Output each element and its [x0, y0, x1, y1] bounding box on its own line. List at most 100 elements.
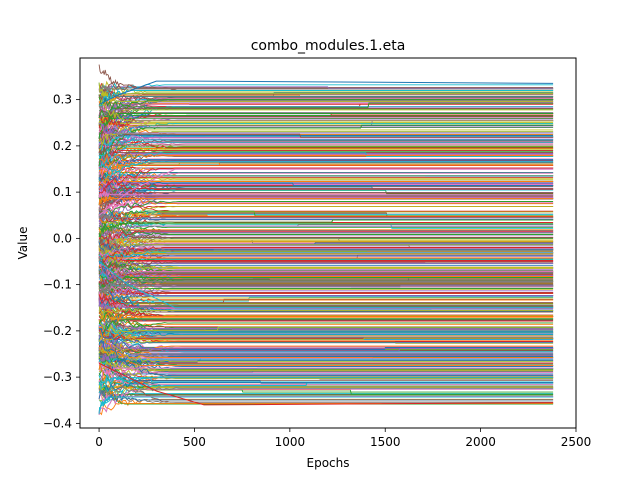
series-line [98, 250, 554, 269]
series-line [98, 99, 554, 119]
series-line [98, 260, 554, 270]
plot-frame [79, 57, 577, 429]
series-line [98, 161, 554, 187]
x-tick-label: 2000 [465, 435, 496, 449]
series-line [98, 340, 554, 354]
series-line [98, 282, 554, 292]
y-tick-label: −0.3 [43, 370, 72, 384]
series-line [98, 328, 554, 344]
series-line [98, 326, 554, 337]
series-line [98, 390, 554, 403]
series-line [98, 271, 554, 279]
series-line [98, 331, 554, 352]
series-line [98, 395, 554, 414]
series-line [99, 167, 554, 194]
x-tick-label: 1000 [275, 435, 306, 449]
series-line [98, 291, 554, 309]
series-line [98, 153, 554, 163]
series-line [98, 211, 554, 221]
series-lines [98, 64, 554, 416]
x-tick-label: 2500 [561, 435, 592, 449]
series-line [98, 162, 554, 174]
series-line [98, 172, 554, 188]
x-tick-label: 1500 [370, 435, 401, 449]
series-line [98, 310, 554, 322]
series-line [98, 80, 554, 105]
series-line [98, 201, 554, 215]
series-line [98, 82, 554, 93]
series-line [98, 294, 554, 318]
series-line [98, 176, 554, 188]
series-line [98, 180, 554, 193]
chart-title: combo_modules.1.eta [251, 38, 406, 54]
x-tick-label: 0 [95, 435, 103, 449]
series-line [98, 132, 554, 145]
series-line [98, 381, 554, 397]
series-line [99, 200, 554, 214]
x-axis-label: Epochs [307, 456, 350, 470]
series-line [98, 242, 554, 253]
series-line [98, 143, 554, 156]
series-line [98, 195, 554, 214]
series-line [98, 264, 554, 276]
series-line [98, 377, 554, 394]
series-line [98, 312, 554, 323]
series-line [98, 346, 554, 363]
series-line [98, 98, 554, 122]
series-line [98, 213, 554, 224]
series-line [98, 223, 554, 236]
y-tick-label: −0.1 [43, 278, 72, 292]
y-tick-label: −0.2 [43, 324, 72, 338]
y-tick-label: 0.1 [53, 185, 72, 199]
series-line [98, 151, 554, 165]
series-line [98, 211, 554, 235]
series-line [98, 146, 554, 163]
series-line [98, 99, 554, 118]
series-line [98, 388, 554, 415]
series-line [98, 266, 554, 288]
series-line [98, 96, 554, 127]
series-line [98, 138, 554, 157]
x-axis-ticks: 0 500 1000 1500 2000 2500 [95, 428, 591, 449]
y-tick-label: −0.4 [43, 416, 72, 430]
series-line [98, 306, 554, 316]
series-line [98, 82, 554, 103]
series-line [98, 145, 554, 156]
series-line [98, 261, 554, 309]
series-line [99, 227, 554, 239]
series-line [98, 362, 554, 406]
series-line [98, 153, 554, 165]
series-line [98, 189, 554, 198]
series-line [99, 166, 554, 178]
series-line [98, 189, 554, 205]
series-line [98, 329, 554, 342]
y-axis-label: Value [16, 227, 30, 260]
series-line [98, 187, 554, 202]
series-line [98, 122, 554, 136]
series-line [98, 356, 554, 369]
series-line [98, 158, 554, 186]
series-line [98, 251, 554, 260]
series-line [98, 168, 554, 216]
series-line [98, 331, 554, 351]
series-line [98, 297, 554, 310]
series-line [98, 243, 554, 255]
series-line [98, 164, 554, 177]
series-line [98, 386, 554, 397]
series-line [98, 335, 554, 343]
series-line [98, 230, 554, 245]
series-line [98, 219, 554, 238]
series-line [98, 322, 554, 333]
series-line [98, 195, 554, 206]
series-line [98, 327, 554, 339]
series-line [98, 124, 554, 166]
series-line [98, 246, 554, 258]
x-tick-label: 500 [183, 435, 206, 449]
series-line [98, 318, 554, 334]
series-line [98, 113, 554, 127]
series-line [98, 265, 554, 275]
y-tick-label: 0.3 [53, 93, 72, 107]
series-line [98, 64, 554, 89]
series-line [98, 352, 554, 362]
